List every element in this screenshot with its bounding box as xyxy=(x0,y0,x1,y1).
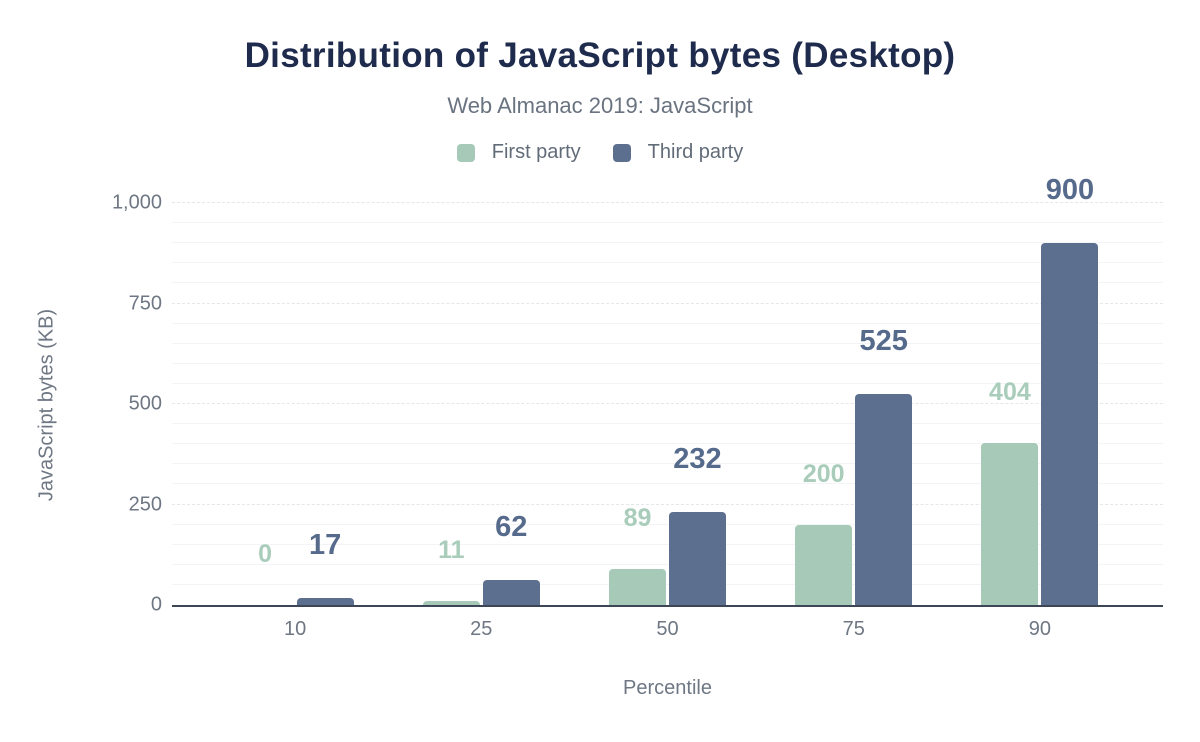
bar-slot-first-party: 200 xyxy=(795,203,853,605)
bar-group-75: 200 525 xyxy=(761,203,947,605)
bar-value-label: 525 xyxy=(859,324,908,357)
bar-slot-third-party: 62 xyxy=(482,203,540,605)
chart-title: Distribution of JavaScript bytes (Deskto… xyxy=(244,36,956,75)
legend-item-third-party[interactable]: Third party xyxy=(612,141,744,164)
bar-value-label: 62 xyxy=(495,511,528,544)
minor-gridline xyxy=(172,242,1163,244)
x-axis-title: Percentile xyxy=(623,677,712,699)
bar-group-50: 89 232 xyxy=(574,203,760,605)
bar-value-label: 11 xyxy=(438,535,465,564)
minor-gridline xyxy=(172,342,1163,344)
minor-gridline xyxy=(172,463,1163,465)
minor-gridline xyxy=(172,382,1163,384)
bar-third-party[interactable] xyxy=(1041,243,1099,605)
x-tick-label: 90 xyxy=(1028,618,1052,640)
bar-value-label: 232 xyxy=(673,442,722,475)
bar-group-25: 11 62 xyxy=(388,203,574,605)
x-tick-label: 25 xyxy=(470,618,493,640)
legend: First party Third party xyxy=(0,141,1200,164)
y-tick-label: 500 xyxy=(128,392,162,415)
minor-gridline xyxy=(172,443,1163,445)
major-gridline xyxy=(172,403,1163,404)
minor-gridline xyxy=(172,282,1163,284)
legend-item-first-party[interactable]: First party xyxy=(456,141,581,164)
minor-gridline xyxy=(172,583,1163,585)
x-axis-ticks: 10 25 50 75 90 xyxy=(172,618,1163,641)
bar-third-party[interactable] xyxy=(855,393,913,605)
bar-slot-third-party: 17 xyxy=(296,203,354,605)
bar-value-label: 17 xyxy=(308,529,342,562)
minor-gridline xyxy=(172,483,1163,485)
minor-gridline xyxy=(172,423,1163,425)
y-axis-title: JavaScript bytes (KB) xyxy=(35,308,58,502)
bar-first-party[interactable] xyxy=(795,524,853,605)
bar-slot-first-party: 89 xyxy=(609,203,666,605)
bar-slot-first-party: 0 xyxy=(237,203,294,605)
minor-gridline xyxy=(172,362,1163,364)
bar-third-party[interactable] xyxy=(296,598,354,605)
minor-gridline xyxy=(172,222,1163,224)
legend-label: First party xyxy=(491,141,581,163)
bar-first-party[interactable] xyxy=(981,442,1039,605)
chart-subtitle: Web Almanac 2019: JavaScript xyxy=(447,93,753,118)
x-tick-label: 50 xyxy=(656,618,679,640)
legend-label: Third party xyxy=(647,141,744,163)
bar-value-label: 200 xyxy=(802,459,845,488)
major-gridline xyxy=(172,202,1163,203)
bar-first-party[interactable] xyxy=(422,600,480,605)
minor-gridline xyxy=(172,523,1163,525)
bar-value-label: 900 xyxy=(1045,174,1095,207)
bar-slot-first-party: 404 xyxy=(981,203,1039,605)
bar-slot-third-party: 232 xyxy=(669,203,726,605)
bar-value-label: 0 xyxy=(258,540,273,568)
bar-value-label: 89 xyxy=(623,504,652,533)
major-gridline xyxy=(172,503,1163,505)
bar-third-party[interactable] xyxy=(482,580,540,605)
bar-third-party[interactable] xyxy=(669,511,726,605)
y-tick-label: 750 xyxy=(128,292,162,314)
x-tick-label: 75 xyxy=(842,618,865,640)
legend-swatch-third-party xyxy=(612,143,631,162)
legend-swatch-first-party xyxy=(456,143,475,162)
minor-gridline xyxy=(172,563,1163,565)
major-gridline xyxy=(172,302,1163,304)
bar-slot-first-party: 11 xyxy=(422,203,480,605)
minor-gridline xyxy=(172,262,1163,264)
bar-slot-third-party: 525 xyxy=(855,203,913,605)
bar-group-90: 404 900 xyxy=(947,176,1133,605)
bar-slot-third-party: 900 xyxy=(1041,176,1099,605)
bar-groups: 0 17 11 62 89 232 200 525 404 900 xyxy=(172,176,1163,605)
bar-group-10: 0 17 xyxy=(202,203,388,605)
bar-value-label: 404 xyxy=(989,377,1031,406)
y-tick-label: 1,000 xyxy=(111,191,162,214)
y-tick-label: 250 xyxy=(128,493,162,515)
bar-first-party[interactable] xyxy=(609,569,666,605)
plot-area: 0 250 500 750 1,000 0 17 11 62 89 232 200 525 404 900 xyxy=(112,176,1163,616)
x-tick-label: 10 xyxy=(283,618,307,640)
minor-gridline xyxy=(172,543,1163,545)
y-tick-label: 0 xyxy=(150,593,162,616)
minor-gridline xyxy=(172,322,1163,324)
